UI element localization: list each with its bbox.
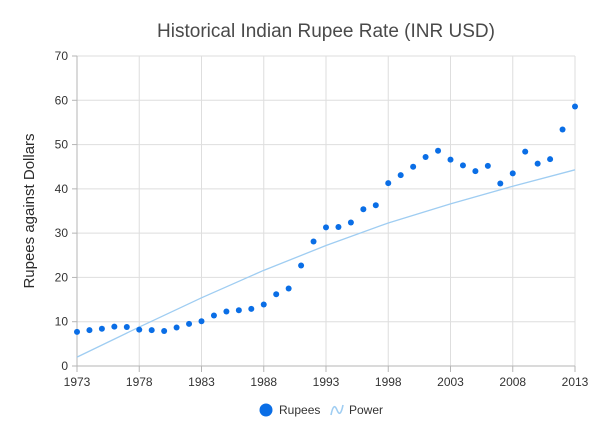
tick-labels: 0 10 20 30 40 50 60 70 1973 1978 1983 1988 1993 1998 2… <box>55 49 589 389</box>
data-point-rupees[interactable] <box>285 285 292 292</box>
data-point-rupees[interactable] <box>435 147 442 154</box>
data-point-rupees[interactable] <box>161 328 168 335</box>
data-point-rupees[interactable] <box>447 156 454 163</box>
data-point-rupees[interactable] <box>459 162 466 169</box>
data-point-rupees[interactable] <box>298 262 305 269</box>
data-point-rupees[interactable] <box>422 153 429 160</box>
legend-marker-power <box>330 404 344 416</box>
data-point-rupees[interactable] <box>98 325 105 332</box>
trendline-layer <box>76 169 576 358</box>
data-point-rupees[interactable] <box>273 291 280 298</box>
data-point-rupees[interactable] <box>148 327 155 334</box>
data-point-rupees[interactable] <box>335 223 342 230</box>
x-tick-label: 1983 <box>188 375 215 389</box>
y-tick-label: 40 <box>55 182 69 196</box>
data-point-rupees[interactable] <box>235 307 242 314</box>
y-tick-label: 60 <box>55 93 69 107</box>
data-point-rupees[interactable] <box>123 324 130 331</box>
grid <box>77 55 576 366</box>
x-tick-label: 2008 <box>499 375 526 389</box>
x-tick-label: 2013 <box>562 375 589 389</box>
data-point-rupees[interactable] <box>223 308 230 315</box>
legend: Rupees Power <box>259 403 383 417</box>
data-point-rupees[interactable] <box>522 148 529 155</box>
data-point-rupees[interactable] <box>347 219 354 226</box>
x-tick-label: 2003 <box>437 375 464 389</box>
points-layer <box>74 103 578 335</box>
legend-label-rupees: Rupees <box>279 403 320 417</box>
y-tick-label: 10 <box>55 315 69 329</box>
y-tick-label: 0 <box>61 359 68 373</box>
axes <box>72 55 576 372</box>
data-point-rupees[interactable] <box>559 126 566 133</box>
legend-label-power: Power <box>349 403 383 417</box>
data-point-rupees[interactable] <box>547 156 554 163</box>
data-point-rupees[interactable] <box>509 170 516 177</box>
data-point-rupees[interactable] <box>260 301 267 308</box>
x-tick-label: 1973 <box>64 375 91 389</box>
y-tick-label: 20 <box>55 270 69 284</box>
x-tick-label: 1978 <box>126 375 153 389</box>
power-trendline <box>76 169 576 358</box>
x-tick-label: 1998 <box>375 375 402 389</box>
data-point-rupees[interactable] <box>360 206 367 213</box>
data-point-rupees[interactable] <box>484 162 491 169</box>
data-point-rupees[interactable] <box>534 160 541 167</box>
data-point-rupees[interactable] <box>186 320 193 327</box>
data-point-rupees[interactable] <box>310 238 317 245</box>
x-tick-label: 1988 <box>250 375 277 389</box>
data-point-rupees[interactable] <box>472 168 479 175</box>
y-tick-label: 30 <box>55 226 69 240</box>
y-tick-label: 50 <box>55 138 69 152</box>
data-point-rupees[interactable] <box>372 202 379 209</box>
data-point-rupees[interactable] <box>410 163 417 170</box>
data-point-rupees[interactable] <box>397 172 404 179</box>
data-point-rupees[interactable] <box>74 328 80 335</box>
data-point-rupees[interactable] <box>248 305 255 312</box>
data-point-rupees[interactable] <box>111 323 118 330</box>
data-point-rupees[interactable] <box>323 224 329 231</box>
x-tick-label: 1993 <box>313 375 340 389</box>
y-axis-title: Rupees against Dollars <box>21 133 38 288</box>
y-tick-label: 70 <box>55 49 69 63</box>
data-point-rupees[interactable] <box>86 327 93 334</box>
data-point-rupees[interactable] <box>497 180 504 187</box>
data-point-rupees[interactable] <box>173 324 180 331</box>
data-point-rupees[interactable] <box>136 326 143 333</box>
data-point-rupees[interactable] <box>572 103 578 110</box>
chart-title: Historical Indian Rupee Rate (INR USD) <box>157 21 495 42</box>
data-point-rupees[interactable] <box>385 180 392 187</box>
data-point-rupees[interactable] <box>210 312 217 319</box>
legend-marker-rupees <box>259 403 273 417</box>
data-point-rupees[interactable] <box>198 318 205 325</box>
